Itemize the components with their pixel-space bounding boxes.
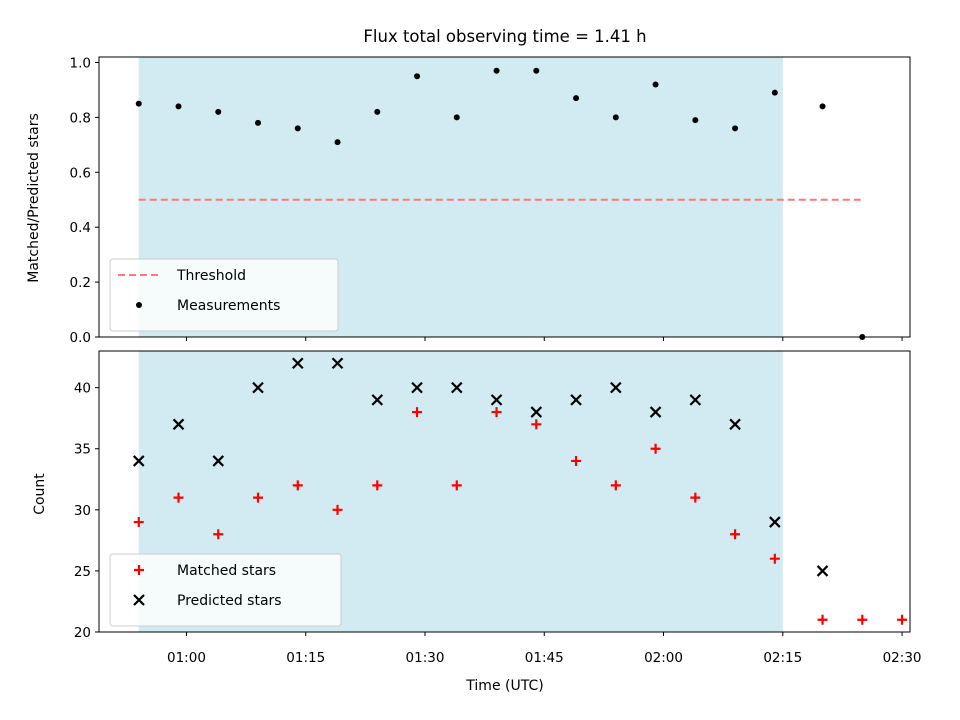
y-tick-label: 0.4 [70,220,91,236]
data-point-matched-stars [817,614,828,625]
chart-title: Flux total observing time = 1.41 h [363,27,646,46]
legend-swatch-matched-stars [134,565,144,575]
data-point-predicted-stars [689,394,702,406]
data-point-predicted-stars [411,381,423,394]
data-point-predicted-stars [212,455,225,467]
legend-box [109,258,339,332]
y-tick-label: 0.8 [70,110,91,126]
y-tick-label: 25 [74,564,91,580]
data-point-measurements [771,89,778,96]
data-point-measurements [294,125,301,132]
data-point-predicted-stars [371,394,384,406]
y-tick-label: 30 [74,503,91,519]
y-axis-label-count: Count [32,473,48,515]
y-axis-label-ratio: Matched/Predicted stars [26,113,42,283]
data-point-predicted-stars [530,406,543,418]
count-panel: 20 25 30 35 40 01:00 01:15 01:30 01:45 02:00 02:15… [74,350,922,666]
data-point-measurements [374,108,381,115]
data-point-matched-stars [650,443,661,454]
data-point-predicted-stars [649,406,662,418]
x-tick-label: 02:00 [644,650,683,666]
y-tick-label: 0.0 [70,330,91,346]
data-point-measurements [493,67,500,74]
legend-label-threshold: Threshold [176,268,246,284]
y-tick-label: 0.2 [70,275,91,291]
data-point-measurements [819,103,826,110]
x-tick-label: 01:30 [406,650,445,666]
data-point-predicted-stars [331,357,344,369]
data-point-matched-stars [213,529,224,540]
legend-label-measurements: Measurements [177,298,280,314]
data-point-predicted-stars [132,455,145,467]
legend-box [109,553,342,627]
data-point-measurements [652,81,659,88]
data-point-matched-stars [690,492,701,503]
data-point-matched-stars [897,614,908,625]
x-tick-label: 01:00 [167,650,206,666]
ratio-panel: 0.0 0.2 0.4 0.6 0.8 1.0 Threshold Measurements [70,55,911,346]
y-tick-label: 20 [74,625,91,641]
data-point-predicted-stars [291,357,304,369]
data-point-measurements [175,103,182,110]
legend-swatch-measurements [136,302,142,308]
x-tick-label: 02:30 [883,650,922,666]
data-point-predicted-stars [729,418,741,431]
data-point-matched-stars [292,480,303,491]
data-point-measurements [135,100,142,107]
data-point-matched-stars [332,504,343,515]
data-point-predicted-stars [172,418,185,431]
data-point-matched-stars [253,492,264,503]
data-point-predicted-stars [769,516,781,528]
data-point-matched-stars [571,455,582,466]
y-tick-label: 0.6 [70,165,91,181]
data-point-matched-stars [769,553,780,564]
x-tick-label: 01:45 [525,650,564,666]
data-point-matched-stars [372,480,383,491]
data-point-matched-stars [133,517,144,528]
data-point-matched-stars [491,407,502,418]
data-point-measurements [255,119,262,126]
data-point-predicted-stars [252,381,264,394]
data-point-predicted-stars [570,394,582,406]
y-tick-label: 1.0 [70,55,91,71]
data-point-matched-stars [173,492,184,503]
data-point-predicted-stars [610,381,622,394]
data-point-matched-stars [857,614,868,625]
data-point-matched-stars [412,407,423,418]
data-point-measurements [573,95,580,102]
data-point-measurements [732,125,739,132]
legend-label-predicted-stars: Predicted stars [177,593,282,609]
data-point-matched-stars [451,480,462,491]
data-point-predicted-stars [451,381,463,394]
data-point-measurements [334,139,341,146]
data-point-measurements [692,117,699,124]
data-point-measurements [215,108,222,115]
data-point-measurements [612,114,619,121]
y-tick-label: 35 [74,442,91,458]
data-point-predicted-stars [816,565,829,577]
x-tick-label: 02:15 [763,650,802,666]
legend-swatch-predicted-stars [133,594,145,606]
data-point-matched-stars [730,529,741,540]
data-point-matched-stars [610,480,621,491]
data-point-measurements [533,67,540,74]
data-point-predicted-stars [490,394,503,406]
data-point-measurements [414,73,421,80]
legend-label-matched-stars: Matched stars [177,563,276,579]
data-point-matched-stars [531,419,542,430]
axes-frame [98,350,911,633]
x-tick-label: 01:15 [286,650,325,666]
axes-frame [98,56,911,338]
y-tick-label: 40 [74,381,91,397]
data-point-measurements [453,114,460,121]
x-axis-label: Time (UTC) [465,678,543,694]
